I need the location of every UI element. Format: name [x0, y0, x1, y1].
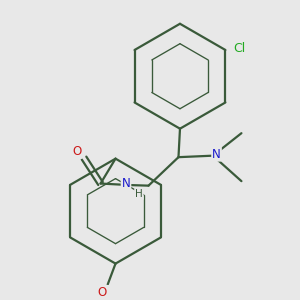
Text: N: N [212, 148, 221, 161]
Text: O: O [98, 286, 107, 298]
Text: N: N [122, 177, 130, 190]
Text: H: H [135, 189, 143, 199]
Text: Cl: Cl [233, 42, 245, 55]
Text: O: O [72, 145, 81, 158]
